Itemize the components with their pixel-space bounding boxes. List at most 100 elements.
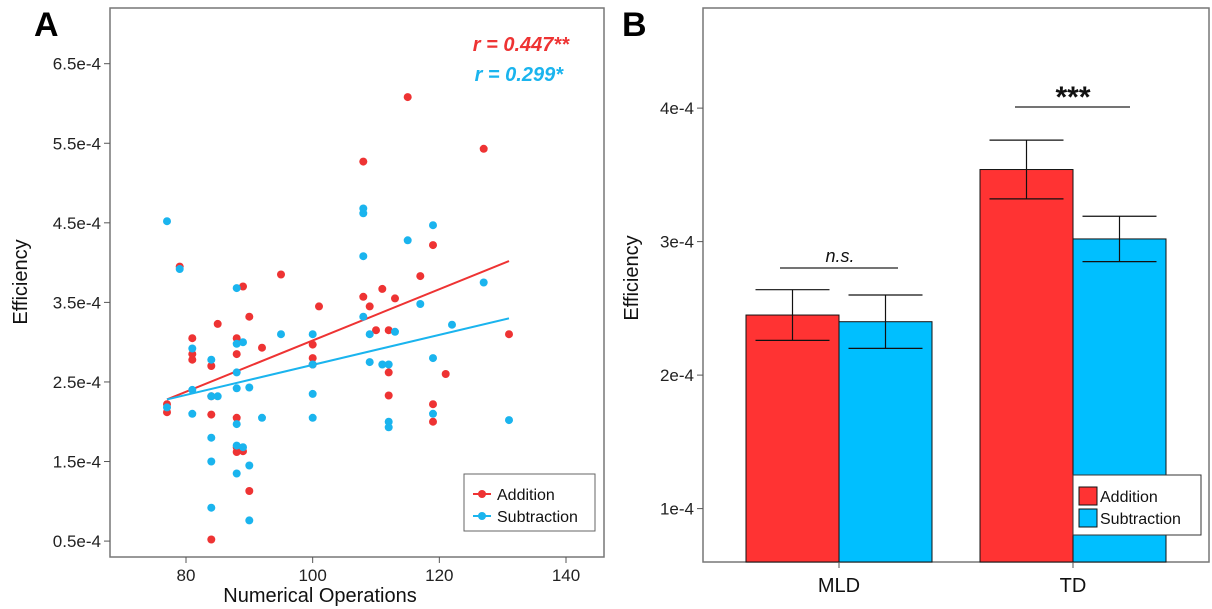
panel-b-y-axis-label: Efficiency — [621, 235, 643, 320]
point-addition — [391, 294, 399, 303]
panel-a-y-tick-label: 2.5e-4 — [53, 373, 101, 392]
point-subtraction — [207, 457, 216, 466]
panel-a-x-axis: 80 100 120 140 — [177, 557, 580, 585]
point-addition — [441, 370, 450, 378]
panel-a-y-tick-label: 3.5e-4 — [53, 293, 101, 312]
point-addition — [207, 362, 216, 370]
point-subtraction — [232, 384, 241, 393]
point-addition — [384, 391, 393, 400]
point-subtraction — [365, 358, 374, 367]
point-addition — [384, 368, 393, 377]
panel-a-x-tick-label: 100 — [298, 566, 326, 585]
point-addition — [372, 326, 380, 335]
panel-b-y-tick-label: 3e-4 — [660, 233, 694, 252]
point-subtraction — [239, 338, 247, 347]
point-subtraction — [245, 383, 254, 392]
point-subtraction — [239, 443, 247, 452]
correlation-addition: r = 0.447** — [473, 34, 570, 56]
point-subtraction — [232, 368, 241, 377]
correlation-subtraction: r = 0.299* — [475, 64, 565, 86]
panel-a-y-axis: 0.5e-4 1.5e-4 2.5e-4 3.5e-4 4.5e-4 5.5e-4 6.5e… — [53, 55, 110, 551]
point-addition — [378, 284, 387, 293]
point-addition — [188, 355, 197, 364]
panel-a-label: A — [34, 6, 59, 44]
legend-subtraction-label: Subtraction — [497, 509, 578, 526]
point-subtraction — [359, 209, 368, 218]
panel-a-legend: Addition Subtraction — [463, 473, 596, 532]
fit-line-subtraction — [166, 317, 510, 401]
point-subtraction — [384, 417, 393, 426]
point-addition — [416, 272, 425, 281]
point-addition — [277, 270, 285, 279]
legend-b-addition-label: Addition — [1100, 489, 1158, 506]
point-subtraction — [384, 360, 393, 369]
point-addition — [232, 413, 241, 422]
point-subtraction — [175, 265, 184, 273]
point-subtraction — [378, 360, 387, 369]
panel-a-x-tick-label: 120 — [425, 566, 453, 585]
panel-b-legend: Addition Subtraction — [1072, 474, 1202, 536]
panel-a-y-tick-label: 1.5e-4 — [53, 453, 101, 472]
point-addition — [403, 93, 412, 102]
point-subtraction — [207, 433, 216, 442]
panel-a-y-axis-label: Efficiency — [10, 239, 32, 324]
legend-b-subtraction-label: Subtraction — [1100, 511, 1181, 528]
point-subtraction — [308, 389, 317, 398]
point-subtraction — [188, 409, 197, 418]
legend-b-subtraction-swatch — [1078, 508, 1098, 528]
point-addition — [315, 302, 323, 311]
point-subtraction — [308, 413, 317, 422]
point-subtraction — [232, 284, 241, 293]
point-addition — [384, 326, 393, 335]
panel-b-plot-frame — [702, 7, 1210, 563]
point-addition — [429, 417, 437, 426]
point-subtraction — [429, 221, 437, 230]
point-subtraction — [232, 420, 241, 429]
point-subtraction — [207, 392, 216, 401]
panel-b-category-label: TD — [1060, 575, 1087, 597]
panel-a-y-tick-label: 0.5e-4 — [53, 532, 101, 551]
point-addition — [207, 535, 216, 544]
point-addition — [359, 292, 368, 301]
legend-addition-marker — [478, 490, 486, 498]
panel-a-y-tick-label: 6.5e-4 — [53, 55, 101, 74]
point-subtraction — [188, 344, 197, 353]
point-subtraction — [448, 320, 456, 329]
point-subtraction — [308, 360, 317, 369]
point-addition — [429, 400, 437, 409]
point-subtraction — [429, 409, 437, 418]
point-addition — [359, 157, 368, 166]
point-subtraction — [245, 461, 254, 470]
panel-a-points — [163, 93, 513, 544]
panel-a-plot-frame — [109, 7, 605, 558]
point-addition — [245, 487, 254, 495]
panel-a-x-tick-label: 140 — [552, 566, 580, 585]
point-subtraction — [232, 469, 241, 478]
significance-mld: n.s. — [780, 246, 898, 269]
point-addition — [207, 410, 216, 419]
point-subtraction — [188, 385, 197, 394]
point-subtraction — [384, 423, 393, 432]
significance-td: *** — [1015, 81, 1130, 114]
significance-mld-label: n.s. — [825, 246, 854, 266]
panel-b-y-tick-label: 4e-4 — [660, 99, 694, 118]
panel-a-x-tick-label: 80 — [177, 566, 196, 585]
point-addition — [232, 448, 241, 456]
point-addition — [245, 312, 254, 321]
point-subtraction — [479, 278, 488, 287]
fit-line-addition — [166, 260, 510, 401]
point-subtraction — [245, 516, 254, 525]
point-subtraction — [505, 416, 513, 425]
point-subtraction — [163, 217, 171, 226]
point-subtraction — [429, 354, 437, 363]
point-addition — [479, 144, 488, 153]
point-subtraction — [258, 413, 266, 422]
point-addition — [258, 343, 266, 352]
panel-b-y-tick-label: 2e-4 — [660, 366, 694, 385]
panel-b-y-tick-label: 1e-4 — [660, 500, 694, 519]
point-addition — [365, 302, 374, 311]
point-addition — [213, 319, 222, 328]
bar-mld-subtraction — [838, 321, 933, 563]
point-subtraction — [277, 330, 285, 339]
panel-b-bars: B 1e-4 2e-4 3e-4 4e-4 MLD TD Efficiency n.s.… — [621, 6, 1210, 597]
